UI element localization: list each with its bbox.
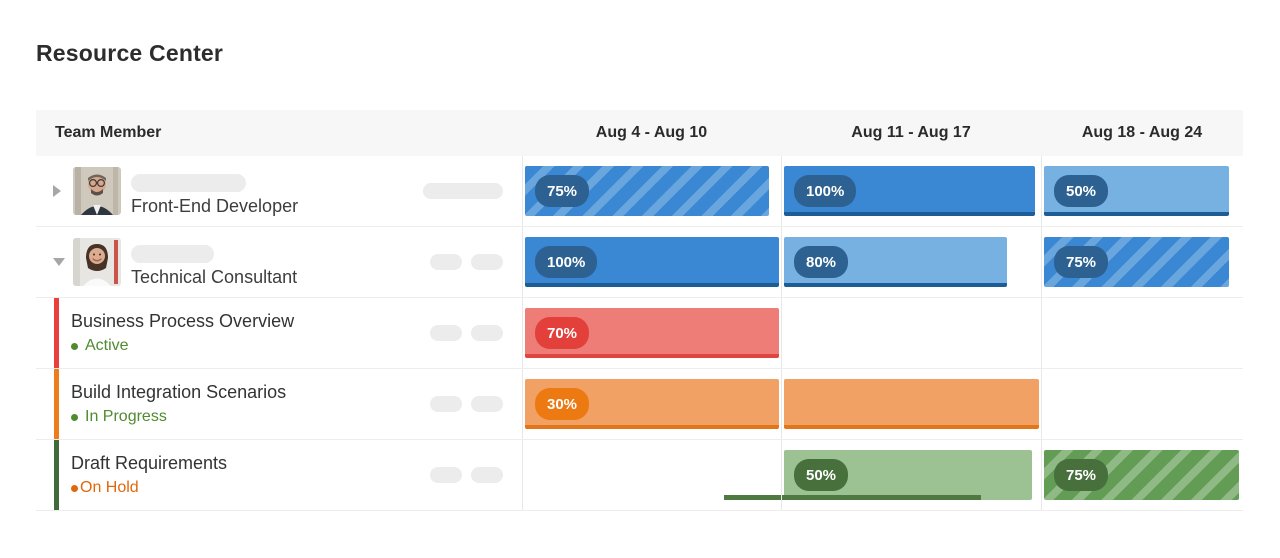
task-accent-bar — [54, 440, 59, 510]
status-dot-icon — [71, 484, 78, 492]
allocation-badge: 100% — [794, 175, 857, 207]
task-title: Business Process Overview — [71, 311, 295, 331]
progress-line — [724, 495, 781, 500]
week-cell-3 — [1041, 369, 1243, 439]
column-header-week-3: Aug 18 - Aug 24 — [1081, 124, 1203, 141]
task-status-label: Active — [85, 337, 129, 354]
placeholder-pill — [471, 467, 503, 483]
week-cell-2: 100% — [781, 156, 1041, 226]
placeholder-pill — [430, 254, 462, 270]
task-status: Active — [71, 337, 294, 355]
allocation-bar[interactable]: 50% — [1044, 166, 1229, 216]
week-cell-1: 30% — [522, 369, 781, 439]
chevron-right-icon[interactable] — [53, 185, 61, 197]
placeholder-pill — [471, 325, 503, 341]
member-cell: Draft Requirements On Hold — [36, 440, 522, 510]
allocation-bar[interactable]: 80% — [784, 237, 1007, 287]
allocation-bar[interactable] — [784, 379, 1039, 429]
chevron-down-icon[interactable] — [53, 258, 65, 266]
week-cell-2: 80% — [781, 227, 1041, 297]
week-cell-1: 75% — [522, 156, 781, 226]
allocation-bar[interactable]: 75% — [1044, 237, 1229, 287]
task-title: Draft Requirements — [71, 453, 228, 473]
allocation-badge: 75% — [535, 175, 590, 207]
week-cell-2: 50% — [781, 440, 1041, 510]
table-row-member[interactable]: Front-End Developer 75% 100% 50% — [36, 156, 1243, 227]
week-cell-3: 75% — [1041, 440, 1243, 510]
week-cell-3 — [1041, 298, 1243, 368]
progress-line — [782, 495, 982, 500]
week-cell-2 — [781, 298, 1041, 368]
task-status: On Hold — [71, 479, 227, 497]
table-body: Front-End Developer 75% 100% 50% Technical C… — [36, 156, 1243, 511]
week-cell-1: 100% — [522, 227, 781, 297]
allocation-badge: 70% — [535, 317, 590, 349]
column-header-week-2: Aug 11 - Aug 17 — [851, 124, 971, 141]
table-row-task[interactable]: Business Process Overview Active 70% — [36, 298, 1243, 369]
placeholder-pill — [430, 467, 462, 483]
allocation-badge: 50% — [794, 459, 849, 491]
allocation-badge: 100% — [535, 246, 598, 278]
member-cell: Business Process Overview Active — [36, 298, 522, 368]
column-header-week-1: Aug 4 - Aug 10 — [595, 124, 708, 141]
placeholder-pill — [471, 254, 503, 270]
member-name-placeholder — [131, 174, 246, 192]
task-title: Build Integration Scenarios — [71, 382, 287, 402]
allocation-bar[interactable]: 50% — [784, 450, 1032, 500]
week-cell-3: 50% — [1041, 156, 1243, 226]
member-role: Technical Consultant — [131, 267, 298, 287]
allocation-bar[interactable]: 30% — [525, 379, 779, 429]
allocation-badge: 30% — [535, 388, 590, 420]
avatar-photo — [73, 167, 121, 215]
member-cell: Technical Consultant — [36, 227, 522, 297]
member-name-placeholder — [131, 245, 214, 263]
task-status-label: On Hold — [80, 479, 139, 496]
allocation-bar[interactable]: 70% — [525, 308, 779, 358]
task-status-label: In Progress — [85, 408, 167, 425]
trailing-placeholders — [430, 325, 503, 341]
allocation-bar[interactable]: 75% — [525, 166, 769, 216]
status-dot-icon — [71, 413, 78, 421]
resource-grid: Team Member Aug 4 - Aug 10 Aug 11 - Aug … — [36, 110, 1243, 511]
status-dot-icon — [71, 342, 78, 350]
allocation-bar[interactable]: 75% — [1044, 450, 1239, 500]
table-row-task[interactable]: Draft Requirements On Hold 50% 75% — [36, 440, 1243, 511]
week-cell-1 — [522, 440, 781, 510]
allocation-badge: 50% — [1054, 175, 1109, 207]
column-header-team-member: Team Member — [55, 124, 162, 141]
placeholder-pill — [471, 396, 503, 412]
trailing-placeholders — [430, 396, 503, 412]
week-cell-3: 75% — [1041, 227, 1243, 297]
allocation-badge: 75% — [1054, 459, 1109, 491]
page-title: Resource Center — [36, 40, 224, 66]
table-row-member[interactable]: Technical Consultant 100% 80% 75% — [36, 227, 1243, 298]
member-cell: Front-End Developer — [36, 156, 522, 226]
trailing-placeholders — [430, 254, 503, 270]
avatar-photo — [73, 238, 121, 286]
trailing-placeholders — [423, 183, 503, 199]
placeholder-pill — [430, 396, 462, 412]
task-accent-bar — [54, 298, 59, 368]
table-header: Team Member Aug 4 - Aug 10 Aug 11 - Aug … — [36, 110, 1243, 156]
table-row-task[interactable]: Build Integration Scenarios In Progress 30… — [36, 369, 1243, 440]
week-cell-1: 70% — [522, 298, 781, 368]
allocation-bar[interactable]: 100% — [784, 166, 1036, 216]
member-cell: Build Integration Scenarios In Progress — [36, 369, 522, 439]
member-role: Front-End Developer — [131, 196, 299, 216]
placeholder-pill — [423, 183, 503, 199]
task-status: In Progress — [71, 408, 286, 426]
resource-center-page: Resource Center Team Member Aug 4 - Aug … — [36, 40, 1243, 511]
allocation-bar[interactable]: 100% — [525, 237, 779, 287]
trailing-placeholders — [430, 467, 503, 483]
allocation-badge: 80% — [794, 246, 849, 278]
week-cell-2 — [781, 369, 1041, 439]
allocation-badge: 75% — [1054, 246, 1109, 278]
placeholder-pill — [430, 325, 462, 341]
task-accent-bar — [54, 369, 59, 439]
